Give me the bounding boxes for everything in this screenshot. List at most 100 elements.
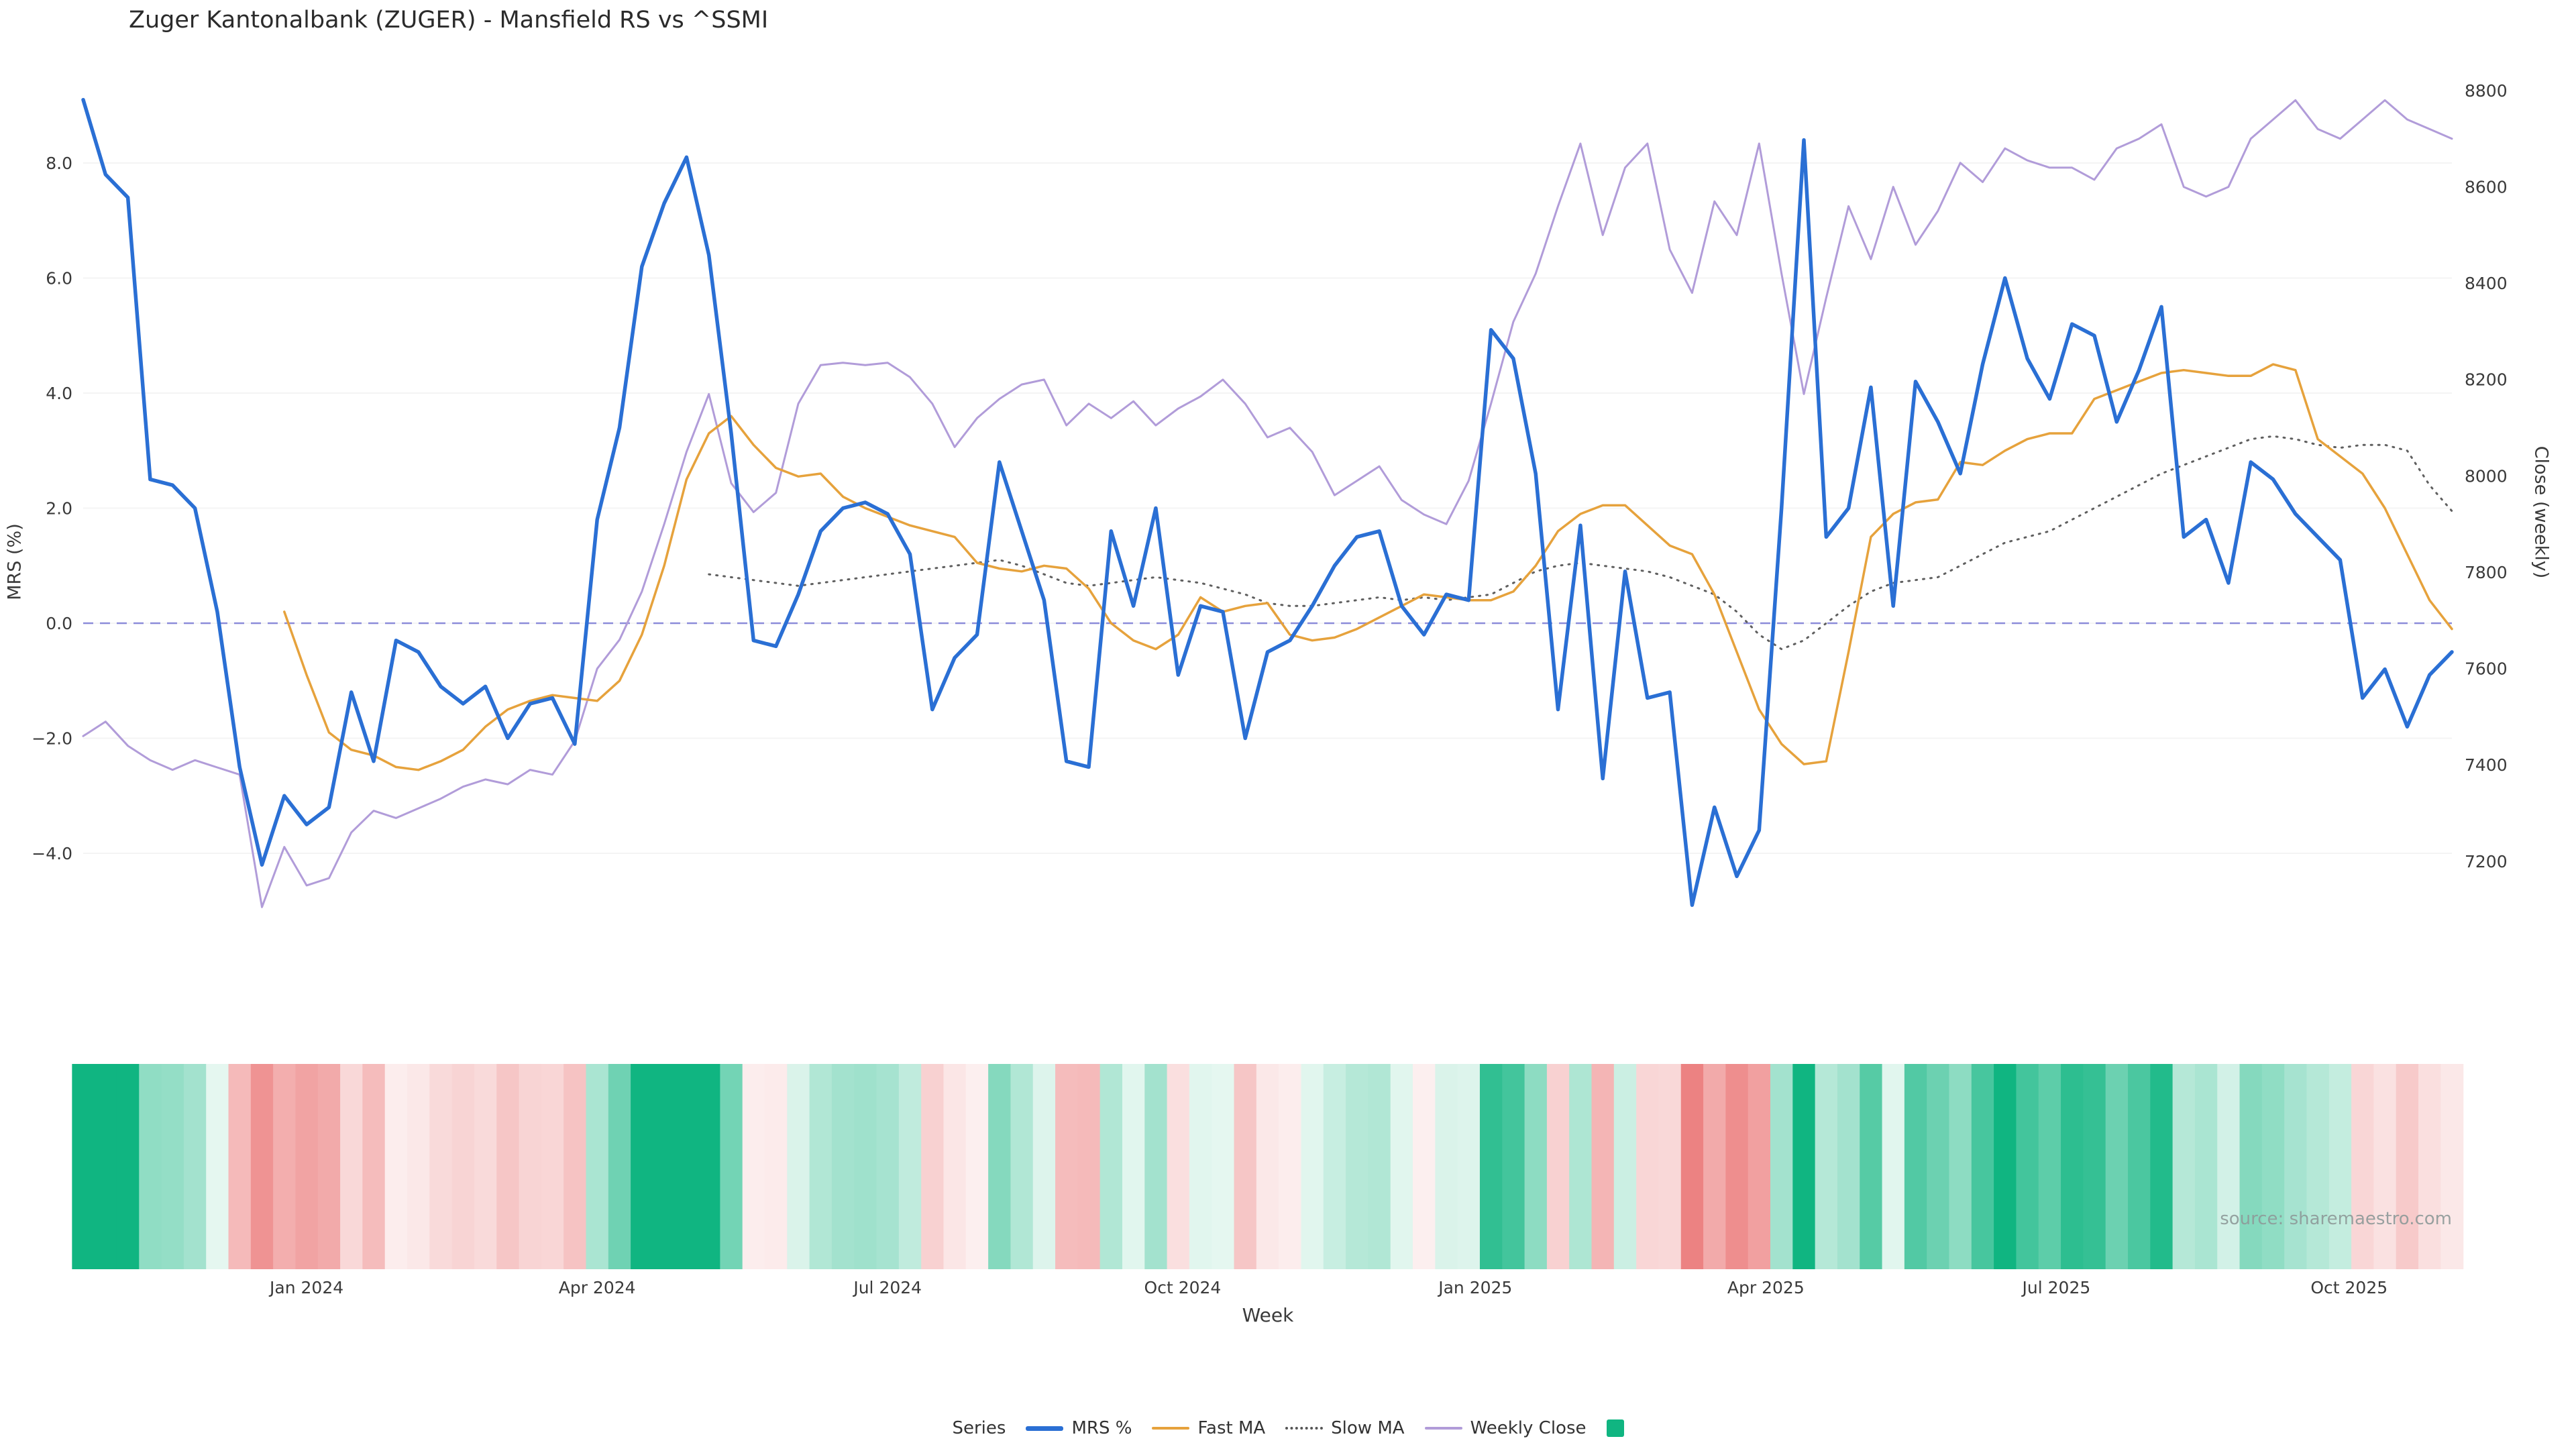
heatmap-cell: [2127, 1064, 2151, 1269]
heatmap-cell: [943, 1064, 967, 1269]
heatmap-cell: [1613, 1064, 1637, 1269]
heatmap-cell: [898, 1064, 922, 1269]
heatmap-cell: [161, 1064, 184, 1269]
heatmap-cell: [94, 1064, 117, 1269]
heatmap-cell: [2083, 1064, 2106, 1269]
heatmap-cell: [1435, 1064, 1458, 1269]
heatmap-cell: [1055, 1064, 1078, 1269]
heatmap-cell: [1904, 1064, 1927, 1269]
heatmap-cell: [809, 1064, 833, 1269]
heatmap-cell: [2351, 1064, 2375, 1269]
x-tick-label: Apr 2024: [559, 1278, 636, 1297]
legend-title: Series: [952, 1418, 1006, 1438]
heatmap-cell: [340, 1064, 363, 1269]
heatmap-cell: [1346, 1064, 1369, 1269]
y-left-tick-label: −4.0: [32, 844, 72, 863]
heatmap-cell: [988, 1064, 1012, 1269]
fast-ma-swatch: [1152, 1427, 1190, 1430]
x-tick-label: Jan 2025: [1437, 1278, 1512, 1297]
legend: Series MRS % Fast MA Slow MA Weekly Close: [0, 1418, 2576, 1438]
heatmap-cell: [2038, 1064, 2061, 1269]
chart-title: Zuger Kantonalbank (ZUGER) - Mansfield R…: [129, 7, 769, 34]
y-right-tick-label: 8400: [2465, 274, 2508, 293]
y-right-tick-label: 8000: [2465, 466, 2508, 486]
legend-item-weekly-close[interactable]: Weekly Close: [1424, 1418, 1587, 1438]
x-tick-label: Oct 2025: [2310, 1278, 2387, 1297]
heatmap-cell: [1680, 1064, 1704, 1269]
heatmap-cell: [831, 1064, 855, 1269]
heatmap-cell: [876, 1064, 900, 1269]
legend-item-heatmap[interactable]: [1606, 1419, 1624, 1437]
weekly-close-swatch: [1424, 1427, 1462, 1430]
y-left-tick-label: 0.0: [46, 614, 72, 633]
gridlines: [83, 162, 2452, 854]
heatmap-strip: [72, 1064, 2464, 1269]
x-tick-label: Jul 2024: [852, 1278, 922, 1297]
heatmap-cell: [921, 1064, 945, 1269]
heatmap-cell: [519, 1064, 542, 1269]
heatmap-cell: [1591, 1064, 1615, 1269]
heatmap-cell: [2016, 1064, 2039, 1269]
heatmap-cell: [1032, 1064, 1056, 1269]
heatmap-cell: [451, 1064, 475, 1269]
heatmap-cell: [2306, 1064, 2330, 1269]
heatmap-cell: [2440, 1064, 2464, 1269]
x-tick-label: Jul 2025: [2021, 1278, 2091, 1297]
heatmap-cell: [541, 1064, 564, 1269]
y-right-tick-label: 7400: [2465, 755, 2508, 775]
x-tick-label: Oct 2024: [1144, 1278, 1222, 1297]
heatmap-cell: [317, 1064, 341, 1269]
heatmap-cell: [1882, 1064, 1905, 1269]
heatmap-cell: [295, 1064, 319, 1269]
heatmap-cell: [1256, 1064, 1279, 1269]
y-right-tick-label: 7200: [2465, 852, 2508, 871]
heatmap-cell: [631, 1064, 654, 1269]
heatmap-cell: [1770, 1064, 1793, 1269]
heatmap-cell: [1010, 1064, 1034, 1269]
heatmap-cell: [496, 1064, 520, 1269]
heatmap-cell: [1860, 1064, 1883, 1269]
heatmap-cell: [1994, 1064, 2017, 1269]
legend-item-mrs[interactable]: MRS %: [1026, 1418, 1132, 1438]
heatmap-cell: [1479, 1064, 1503, 1269]
y-right-tick-label: 8800: [2465, 81, 2508, 101]
heatmap-cell: [1546, 1064, 1570, 1269]
y-left-tick-label: 2.0: [46, 498, 72, 518]
heatmap-cell: [1815, 1064, 1838, 1269]
y-left-tick-label: 4.0: [46, 384, 72, 403]
heatmap-cell: [228, 1064, 252, 1269]
heatmap-cell: [787, 1064, 810, 1269]
legend-item-fast-ma[interactable]: Fast MA: [1152, 1418, 1265, 1438]
heatmap-cell: [742, 1064, 765, 1269]
heatmap-cell: [1212, 1064, 1235, 1269]
heatmap-cell: [1234, 1064, 1257, 1269]
legend-item-label: Fast MA: [1197, 1418, 1266, 1438]
heatmap-cell: [1122, 1064, 1145, 1269]
legend-item-slow-ma[interactable]: Slow MA: [1285, 1418, 1405, 1438]
heatmap-cell: [2194, 1064, 2218, 1269]
y-left-tick-label: 6.0: [46, 268, 72, 288]
heatmap-cell: [2061, 1064, 2084, 1269]
heatmap-cell: [720, 1064, 743, 1269]
heatmap-cell: [1524, 1064, 1548, 1269]
heatmap-cell: [1167, 1064, 1190, 1269]
weekly-close-line: [82, 99, 2453, 908]
heatmap-cell: [474, 1064, 497, 1269]
heatmap-cell: [2373, 1064, 2397, 1269]
slow-ma-swatch: [1285, 1427, 1324, 1430]
heatmap-cell: [2239, 1064, 2263, 1269]
heatmap-cell: [698, 1064, 720, 1269]
y-left-tick-label: 8.0: [46, 154, 72, 173]
heatmap-cell: [764, 1064, 788, 1269]
heatmap-cell: [250, 1064, 274, 1269]
heatmap-cell: [72, 1064, 95, 1269]
fast-ma-line: [283, 363, 2453, 771]
heatmap-cell: [362, 1064, 386, 1269]
heatmap-cell: [273, 1064, 297, 1269]
heatmap-cell: [2418, 1064, 2441, 1269]
heatmap-cell: [608, 1064, 631, 1269]
heatmap-cell: [2396, 1064, 2419, 1269]
heatmap-cell: [1971, 1064, 1994, 1269]
